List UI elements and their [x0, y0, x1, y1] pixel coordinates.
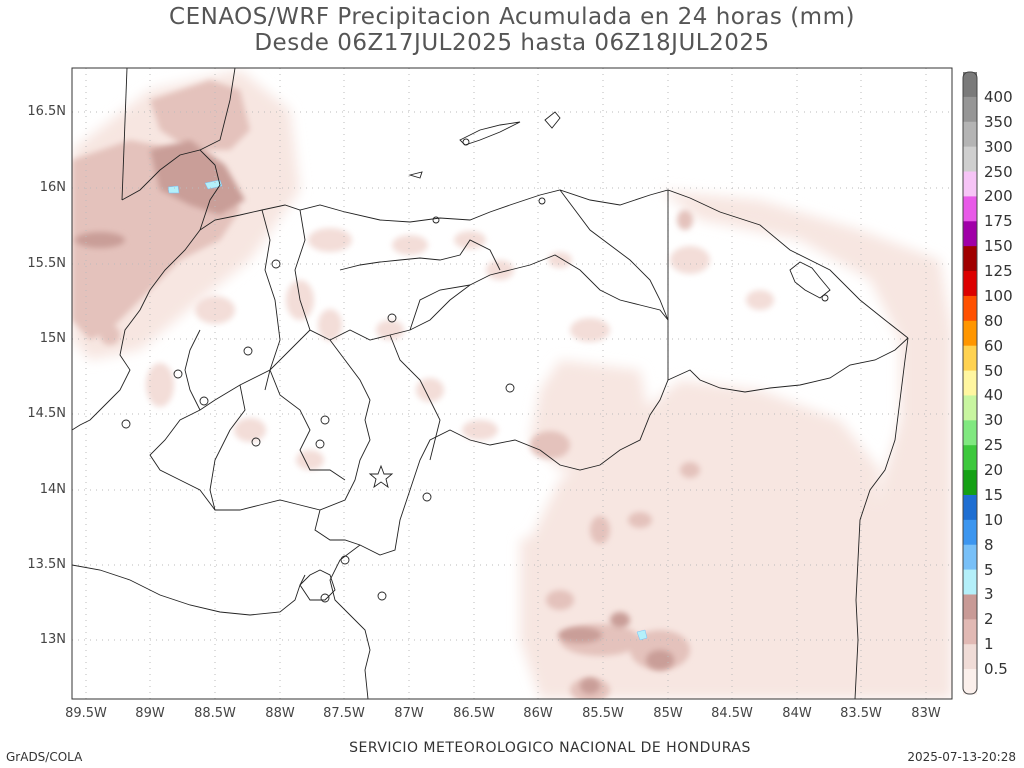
lon-label: 84W — [782, 706, 812, 721]
coastlines-borders — [72, 68, 909, 699]
colorbar-label: 20 — [984, 461, 1004, 480]
colorbar-label: 200 — [984, 187, 1013, 206]
lon-label: 83W — [911, 706, 941, 721]
colorbar-label: 100 — [984, 286, 1013, 305]
software-credit: GrADS/COLA — [6, 750, 83, 764]
colorbar-label: 150 — [984, 237, 1013, 256]
colorbar-swatch — [963, 320, 977, 347]
lon-label: 89W — [135, 706, 165, 721]
agency-name: SERVICIO METEOROLOGICO NACIONAL DE HONDU… — [349, 740, 751, 756]
colorbar-label: 250 — [984, 162, 1013, 181]
colorbar-label: 8 — [984, 535, 994, 554]
precipitation-shading — [72, 70, 952, 699]
colorbar-swatch — [963, 395, 977, 421]
map-title-line2: Desde 06Z17JUL2025 hasta 06Z18JUL2025 — [254, 30, 770, 56]
colorbar-swatch — [963, 619, 977, 645]
colorbar-swatch — [963, 221, 977, 247]
colorbar-label: 50 — [984, 361, 1004, 380]
colorbar-swatch — [963, 370, 977, 396]
city-markers — [121, 138, 829, 603]
colorbar-swatch — [963, 594, 977, 620]
colorbar-swatch — [963, 420, 977, 446]
lon-label: 83.5W — [840, 706, 882, 721]
lat-label: 15.5N — [27, 256, 66, 271]
lat-label: 14.5N — [27, 406, 66, 421]
lon-label: 88W — [265, 706, 295, 721]
lat-label: 13N — [39, 632, 66, 647]
capital-star-icon — [368, 464, 394, 489]
colorbar-swatch — [963, 669, 977, 695]
colorbar-label: 175 — [984, 212, 1013, 231]
lat-label: 16.5N — [27, 104, 66, 119]
lat-label: 14N — [39, 482, 66, 497]
colorbar-label: 2 — [984, 610, 994, 629]
colorbar-swatch — [963, 96, 977, 123]
colorbar-swatch — [963, 146, 977, 173]
colorbar-label: 60 — [984, 336, 1004, 355]
lon-label: 85W — [653, 706, 683, 721]
colorbar-swatch — [963, 246, 977, 272]
colorbar-swatch — [963, 121, 977, 148]
lon-label: 89.5W — [65, 706, 107, 721]
lon-label: 85.5W — [582, 706, 624, 721]
lon-label: 88.5W — [194, 706, 236, 721]
colorbar-swatch — [963, 271, 977, 297]
lon-label: 87.5W — [323, 706, 365, 721]
colorbar-label: 0.5 — [984, 660, 1008, 679]
lat-label: 15N — [39, 331, 66, 346]
colorbar-label: 80 — [984, 311, 1004, 330]
lat-label: 13.5N — [27, 557, 66, 572]
lon-label: 87W — [394, 706, 424, 721]
colorbar-outline — [962, 71, 978, 695]
map-title-line1: CENAOS/WRF Precipitacion Acumulada en 24… — [169, 4, 855, 30]
generated-timestamp: 2025-07-13-20:28 — [907, 750, 1016, 764]
colorbar-label: 10 — [984, 510, 1004, 529]
lat-label: 16N — [39, 180, 66, 195]
colorbar-label: 3 — [984, 585, 994, 604]
lon-label: 86.5W — [453, 706, 495, 721]
lon-label: 84.5W — [711, 706, 753, 721]
map-frame — [71, 67, 953, 700]
colorbar-label: 40 — [984, 386, 1004, 405]
lon-label: 86W — [523, 706, 553, 721]
colorbar-label: 30 — [984, 411, 1004, 430]
colorbar-label: 300 — [984, 137, 1013, 156]
colorbar-swatch — [963, 171, 977, 197]
colorbar-swatch — [963, 470, 977, 496]
colorbar-label: 125 — [984, 262, 1013, 281]
colorbar-swatch — [963, 544, 977, 571]
colorbar-swatch — [963, 494, 977, 521]
colorbar-label: 350 — [984, 112, 1013, 131]
colorbar-label: 400 — [984, 87, 1013, 106]
colorbar-label: 15 — [984, 485, 1004, 504]
colorbar-label: 5 — [984, 560, 994, 579]
colorbar-swatch — [963, 295, 977, 322]
colorbar-label: 25 — [984, 436, 1004, 455]
colorbar-swatch — [963, 72, 977, 98]
colorbar-swatch — [963, 519, 977, 546]
colorbar — [962, 71, 978, 695]
colorbar-swatch — [963, 345, 977, 372]
colorbar-swatch — [963, 569, 977, 595]
colorbar-swatch — [963, 644, 977, 670]
colorbar-label: 1 — [984, 635, 994, 654]
colorbar-swatch — [963, 445, 977, 471]
colorbar-swatch — [963, 196, 977, 222]
